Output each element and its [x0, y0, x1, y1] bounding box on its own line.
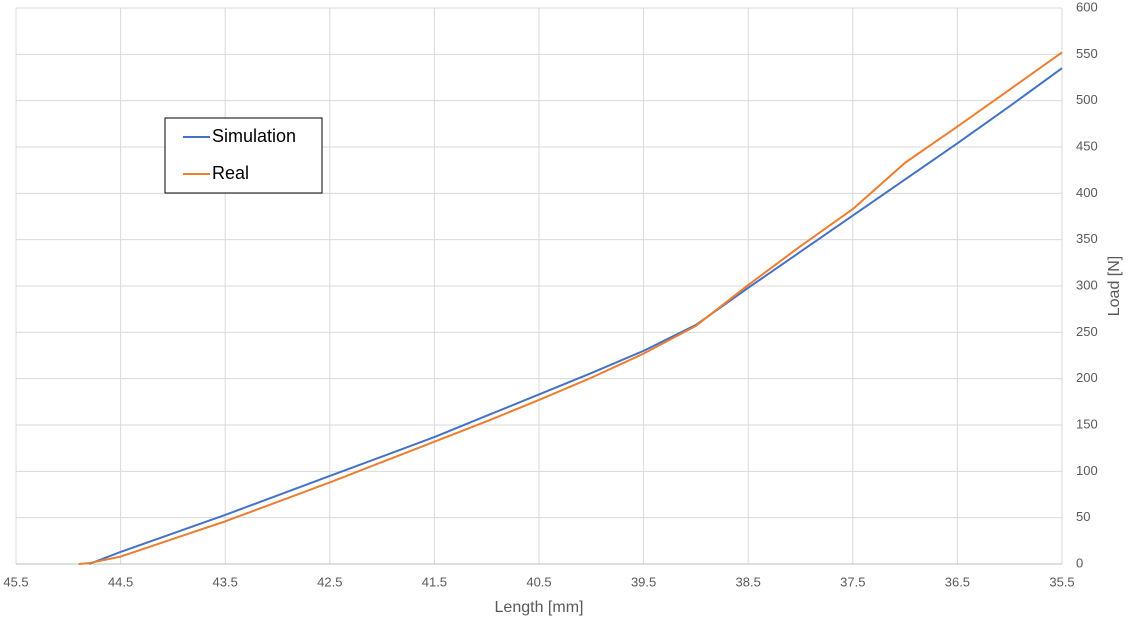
x-tick-label: 45.5: [3, 574, 28, 589]
y-tick-label: 350: [1076, 231, 1098, 246]
x-tick-label: 43.5: [213, 574, 238, 589]
y-tick-label: 400: [1076, 185, 1098, 200]
y-tick-label: 600: [1076, 0, 1098, 14]
line: [88, 67, 1063, 565]
x-tick-label: 40.5: [526, 574, 551, 589]
y-tick-label: 100: [1076, 463, 1098, 478]
y-tick-label: 250: [1076, 324, 1098, 339]
x-tick-label: 42.5: [317, 574, 342, 589]
y-tick-label: 450: [1076, 138, 1098, 153]
x-tick-label: 44.5: [108, 574, 133, 589]
y-axis-title: Load [N]: [1106, 256, 1123, 316]
legend-label: Simulation: [212, 126, 296, 146]
x-tick-label: 37.5: [840, 574, 865, 589]
y-tick-label: 550: [1076, 46, 1098, 61]
y-tick-label: 500: [1076, 92, 1098, 107]
y-tick-label: 150: [1076, 416, 1098, 431]
x-tick-label: 38.5: [736, 574, 761, 589]
x-tick-label: 35.5: [1049, 574, 1074, 589]
y-tick-label: 0: [1076, 555, 1083, 570]
y-tick-label: 200: [1076, 370, 1098, 385]
x-axis-title: Length [mm]: [495, 599, 584, 616]
y-tick-label: 300: [1076, 277, 1098, 292]
y-tick-label: 50: [1076, 509, 1090, 524]
x-tick-label: 36.5: [945, 574, 970, 589]
legend: Simulation Real: [164, 117, 323, 194]
legend-box: [164, 117, 323, 194]
legend-label: Real: [212, 163, 249, 183]
x-tick-label: 39.5: [631, 574, 656, 589]
x-tick-label: 41.5: [422, 574, 447, 589]
line: [78, 51, 1063, 565]
